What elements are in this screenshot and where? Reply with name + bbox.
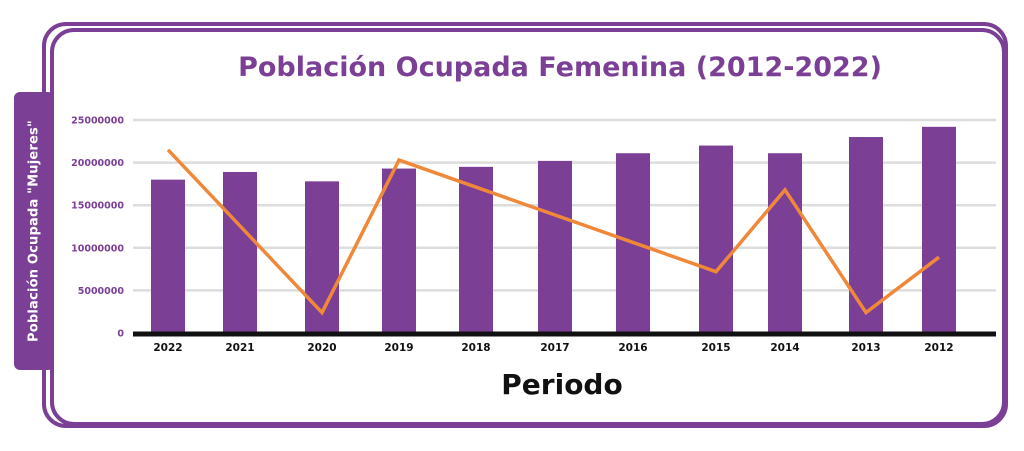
x-tick-label: 2013 — [851, 342, 880, 354]
y-tick-label: 10000000 — [71, 243, 124, 254]
x-tick-label: 2021 — [225, 342, 254, 354]
x-tick-label: 2019 — [384, 342, 413, 354]
x-tick-label: 2016 — [618, 342, 647, 354]
x-tick-label: 2020 — [307, 342, 336, 354]
y-axis-tab — [14, 92, 54, 370]
bar — [922, 126, 956, 333]
x-tick-label: 2018 — [461, 342, 490, 354]
bar — [223, 171, 257, 333]
bar — [768, 153, 802, 333]
y-tick-label: 25000000 — [71, 116, 124, 127]
bar — [699, 145, 733, 333]
chart-title: Población Ocupada Femenina (2012-2022) — [238, 52, 882, 83]
bar — [382, 168, 416, 333]
chart-card — [50, 28, 1006, 426]
bar — [459, 166, 493, 333]
x-tick-label: 2017 — [540, 342, 569, 354]
x-axis-title: Periodo — [501, 368, 623, 401]
bar — [305, 181, 339, 333]
x-tick-label: 2022 — [153, 342, 182, 354]
bar — [151, 179, 185, 333]
x-tick-label: 2015 — [701, 342, 730, 354]
bar — [849, 137, 883, 333]
bar — [538, 160, 572, 333]
y-tick-label: 20000000 — [71, 158, 124, 169]
y-tick-label: 15000000 — [71, 201, 124, 212]
x-tick-label: 2012 — [924, 342, 953, 354]
x-tick-label: 2014 — [770, 342, 799, 354]
y-tick-label: 5000000 — [78, 286, 125, 297]
y-tick-label: 0 — [117, 329, 124, 340]
